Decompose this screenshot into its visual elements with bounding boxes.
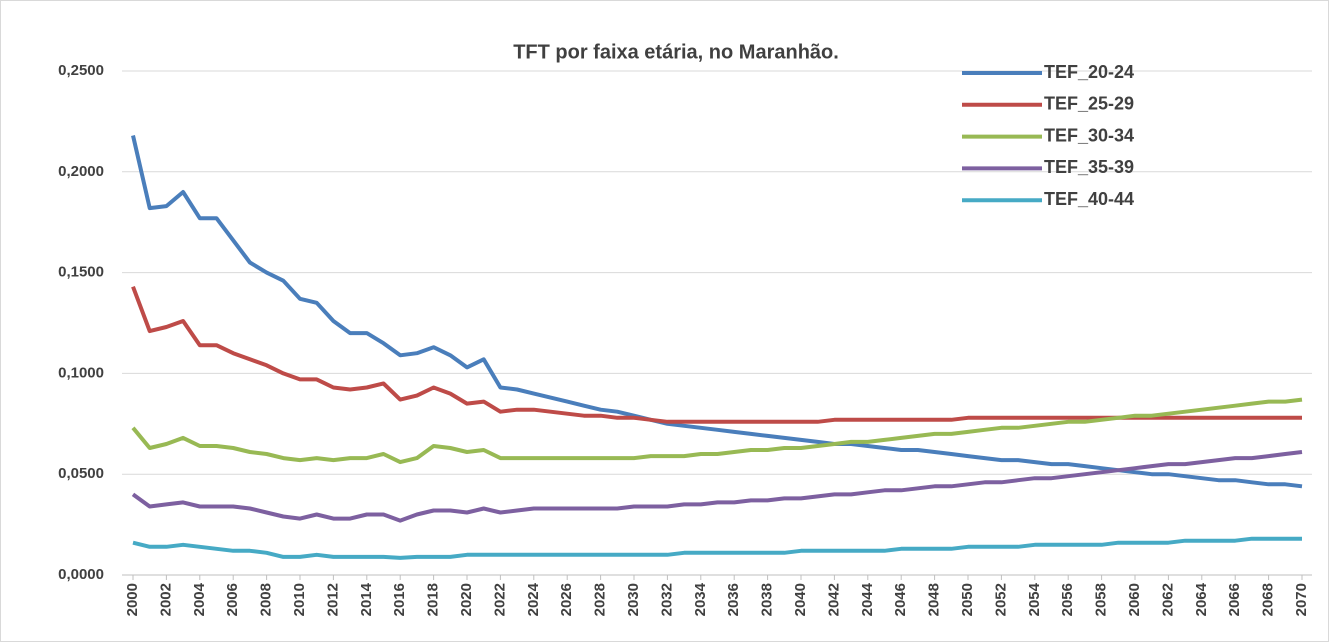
x-tick-label: 2066: [1226, 583, 1243, 616]
y-tick-label: 0,1500: [58, 264, 104, 281]
x-tick-label: 2064: [1193, 582, 1210, 616]
y-tick-label: 0,0500: [58, 465, 104, 482]
x-tick-label: 2002: [157, 583, 174, 616]
x-tick-label: 2060: [1126, 583, 1143, 616]
x-tick-label: 2016: [391, 583, 408, 616]
x-tick-label: 2040: [792, 583, 809, 616]
x-tick-label: 2030: [625, 583, 642, 616]
x-tick-label: 2022: [491, 583, 508, 616]
chart-title: TFT por faixa etária, no Maranhão.: [513, 41, 839, 63]
series-line: [132, 536, 1302, 560]
x-tick-label: 2026: [558, 583, 575, 616]
x-tick-label: 2058: [1093, 583, 1110, 616]
x-tick-label: 2006: [224, 583, 241, 616]
legend-label: TEF_35-39: [1044, 157, 1134, 177]
series-line: [131, 450, 1303, 523]
x-tick-label: 2034: [692, 582, 709, 616]
x-tick-label: 2000: [124, 583, 141, 616]
y-tick-label: 0,2500: [58, 62, 104, 79]
x-tick-label: 2044: [859, 582, 876, 616]
legend-label: TEF_40-44: [1044, 189, 1134, 209]
x-tick-label: 2050: [959, 583, 976, 616]
x-tick-label: 2048: [926, 583, 943, 616]
x-tick-label: 2018: [425, 583, 442, 616]
x-tick-label: 2012: [324, 583, 341, 616]
x-tick-label: 2070: [1293, 583, 1310, 616]
x-tick-label: 2056: [1059, 583, 1076, 616]
x-tick-label: 2036: [725, 583, 742, 616]
x-tick-label: 2008: [258, 583, 275, 616]
x-tick-label: 2068: [1260, 583, 1277, 616]
x-tick-label: 2046: [892, 583, 909, 616]
x-tick-label: 2054: [1026, 582, 1043, 616]
x-tick-label: 2062: [1159, 583, 1176, 616]
x-tick-label: 2024: [525, 582, 542, 616]
x-tick-label: 2038: [759, 583, 776, 616]
legend-label: TEF_30-34: [1044, 125, 1134, 145]
x-tick-label: 2028: [592, 583, 609, 616]
series-line: [131, 397, 1303, 465]
x-tick-label: 2020: [458, 583, 475, 616]
y-tick-label: 0,0000: [58, 566, 104, 583]
x-tick-label: 2004: [191, 582, 208, 616]
x-tick-label: 2014: [358, 582, 375, 616]
x-tick-label: 2010: [291, 583, 308, 616]
y-tick-label: 0,1000: [58, 364, 104, 381]
series-line: [131, 135, 1303, 489]
legend-label: TEF_25-29: [1044, 94, 1134, 114]
legend-label: TEF_20-24: [1044, 62, 1134, 82]
x-tick-label: 2032: [658, 583, 675, 616]
x-tick-label: 2052: [992, 583, 1009, 616]
x-tick-label: 2042: [825, 583, 842, 616]
y-tick-label: 0,2000: [58, 163, 104, 180]
